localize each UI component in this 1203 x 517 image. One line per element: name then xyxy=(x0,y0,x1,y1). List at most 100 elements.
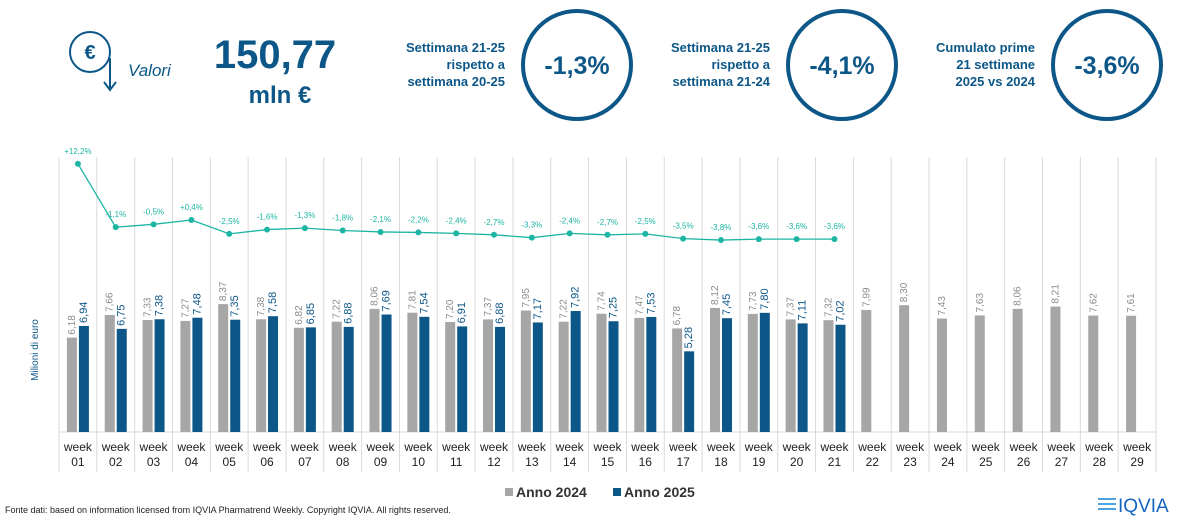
bar xyxy=(861,309,872,432)
line-point xyxy=(717,237,724,244)
line-point xyxy=(188,217,195,224)
data-label: 5,28 xyxy=(683,327,695,348)
bar xyxy=(634,317,645,432)
x-tick-label: week 08 xyxy=(328,440,357,469)
header-label: Valori xyxy=(128,61,172,80)
logo-stripe xyxy=(1098,503,1116,505)
bar xyxy=(797,323,808,432)
data-label: 7,33 xyxy=(143,297,154,317)
x-tick-label: week 19 xyxy=(744,440,773,469)
data-label: 7,11 xyxy=(797,300,809,321)
x-tick-label: week 03 xyxy=(139,440,168,469)
x-tick-label: week 24 xyxy=(933,440,962,469)
bar xyxy=(785,319,796,432)
line-point xyxy=(831,236,838,243)
kpi-text: rispetto a xyxy=(711,57,770,72)
data-label: 7,80 xyxy=(759,288,771,309)
bar xyxy=(331,321,342,432)
data-label: +0,4% xyxy=(180,203,203,212)
bar xyxy=(823,320,834,432)
data-label: -2,7% xyxy=(484,218,505,227)
data-label: 8,30 xyxy=(899,282,910,302)
data-label: 8,12 xyxy=(710,285,721,305)
data-label: 6,75 xyxy=(116,304,128,325)
data-label: 7,62 xyxy=(1088,293,1099,313)
data-label: 7,20 xyxy=(445,299,456,319)
bar xyxy=(305,327,316,432)
bar xyxy=(747,313,758,432)
bar xyxy=(974,315,985,432)
data-label: -1,6% xyxy=(257,213,278,222)
data-label: 7,58 xyxy=(267,292,279,313)
data-label: -2,4% xyxy=(559,216,580,225)
x-tick-label: week 14 xyxy=(555,440,584,469)
line-point xyxy=(301,225,308,232)
data-label: -1,3% xyxy=(294,211,315,220)
logo-stripe xyxy=(1098,498,1116,500)
data-label: 7,37 xyxy=(483,297,494,317)
line-point xyxy=(491,231,498,238)
bar xyxy=(445,322,456,432)
bar xyxy=(684,351,695,432)
bar xyxy=(1050,306,1061,432)
data-label: 7,43 xyxy=(937,296,948,316)
bar xyxy=(721,318,732,432)
data-label: -2,1% xyxy=(370,215,391,224)
x-tick-label: week 22 xyxy=(858,440,887,469)
data-label: -3,6% xyxy=(824,222,845,231)
data-label: 8,37 xyxy=(218,281,229,301)
x-tick-label: week 06 xyxy=(253,440,282,469)
data-label: 7,35 xyxy=(229,295,241,316)
data-label: 8,21 xyxy=(1050,284,1061,304)
data-label: 7,73 xyxy=(748,291,759,311)
bar xyxy=(532,322,543,432)
line-point xyxy=(339,227,346,234)
data-label: 7,17 xyxy=(532,298,544,319)
line-point xyxy=(528,234,535,241)
data-label: -2,7% xyxy=(597,218,618,227)
kpi-text: settimana 20-25 xyxy=(407,74,505,89)
bar xyxy=(180,320,191,432)
bar xyxy=(343,326,354,432)
bar xyxy=(1126,315,1137,432)
data-label: 6,85 xyxy=(305,303,317,324)
x-tick-label: week 23 xyxy=(896,440,925,469)
line-point xyxy=(642,230,649,237)
x-tick-label: week 05 xyxy=(215,440,244,469)
kpi-text: 21 settimane xyxy=(956,57,1035,72)
data-label: -0,5% xyxy=(143,207,164,216)
data-label: 6,18 xyxy=(67,315,78,335)
total-value: 150,77 xyxy=(214,33,336,77)
x-tick-label: week 10 xyxy=(404,440,433,469)
kpi-value: -4,1% xyxy=(809,52,874,80)
data-label: 8,06 xyxy=(370,286,381,306)
data-label: 6,78 xyxy=(672,306,683,326)
x-tick-label: week 12 xyxy=(480,440,509,469)
kpi-value: -3,6% xyxy=(1074,52,1139,80)
bar xyxy=(936,318,947,432)
bar xyxy=(672,328,683,432)
bar xyxy=(66,337,77,432)
data-label: 7,92 xyxy=(570,287,582,308)
bar xyxy=(646,316,657,432)
x-tick-label: week 11 xyxy=(442,440,471,469)
bar xyxy=(154,319,165,432)
data-label: 7,63 xyxy=(975,293,986,313)
bar xyxy=(899,305,910,432)
x-tick-label: week 17 xyxy=(669,440,698,469)
data-label: 7,74 xyxy=(597,291,608,311)
bar xyxy=(570,311,581,432)
data-label: 7,47 xyxy=(634,295,645,315)
bar xyxy=(256,319,267,432)
kpi-ring xyxy=(521,9,633,121)
data-label: 7,61 xyxy=(1126,293,1137,313)
data-label: -1,8% xyxy=(332,214,353,223)
data-label: -1,1% xyxy=(105,210,126,219)
data-label: 7,22 xyxy=(332,299,343,319)
data-label: 6,94 xyxy=(78,302,90,323)
bar xyxy=(218,304,229,432)
bar xyxy=(104,314,115,432)
bar xyxy=(608,321,619,432)
bar xyxy=(1088,315,1099,432)
